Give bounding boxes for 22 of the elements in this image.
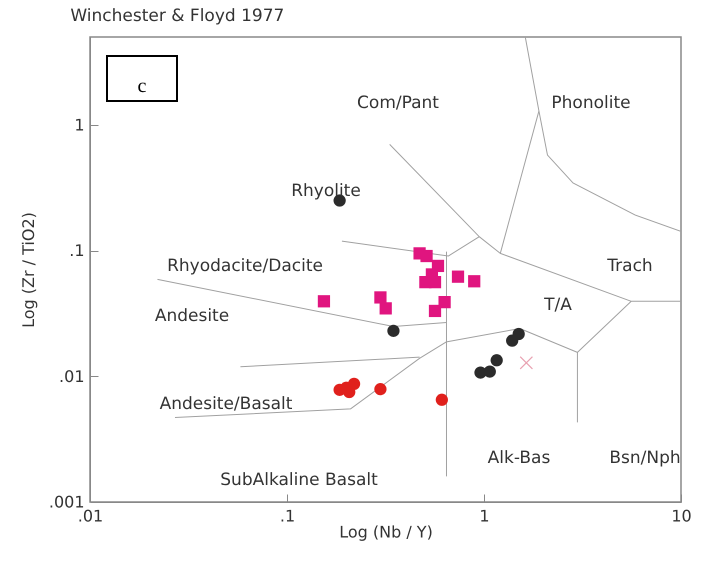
annotation: T/A (543, 295, 572, 315)
annotation: Trach (606, 256, 653, 276)
annotation: Bsn/Nph (609, 448, 681, 468)
x-tick-label: 1 (479, 506, 490, 526)
x-tick-label: .1 (280, 506, 296, 526)
y-tick-label: .1 (69, 241, 84, 260)
annotation: Phonolite (551, 93, 631, 113)
y-tick-label: .001 (48, 492, 84, 512)
y-tick-label: .01 (59, 366, 84, 386)
annotation: Alk-Bas (488, 448, 550, 468)
x-tick-label: 10 (671, 506, 692, 526)
annotation: Rhyodacite/Dacite (167, 256, 323, 276)
annotation: SubAlkaline Basalt (220, 470, 378, 490)
label-box: c (106, 55, 178, 102)
annotation: Andesite (154, 306, 230, 326)
annotation: Com/Pant (357, 93, 440, 113)
y-axis-title: Log (Zr / TiO2) (18, 212, 38, 328)
chart-title: Winchester & Floyd 1977 (70, 6, 284, 26)
annotation: Andesite/Basalt (160, 394, 293, 414)
y-tick-label: 1 (74, 115, 84, 134)
annotation: Rhyolite (291, 181, 361, 201)
x-axis-title: Log (Nb / Y) (339, 522, 433, 542)
